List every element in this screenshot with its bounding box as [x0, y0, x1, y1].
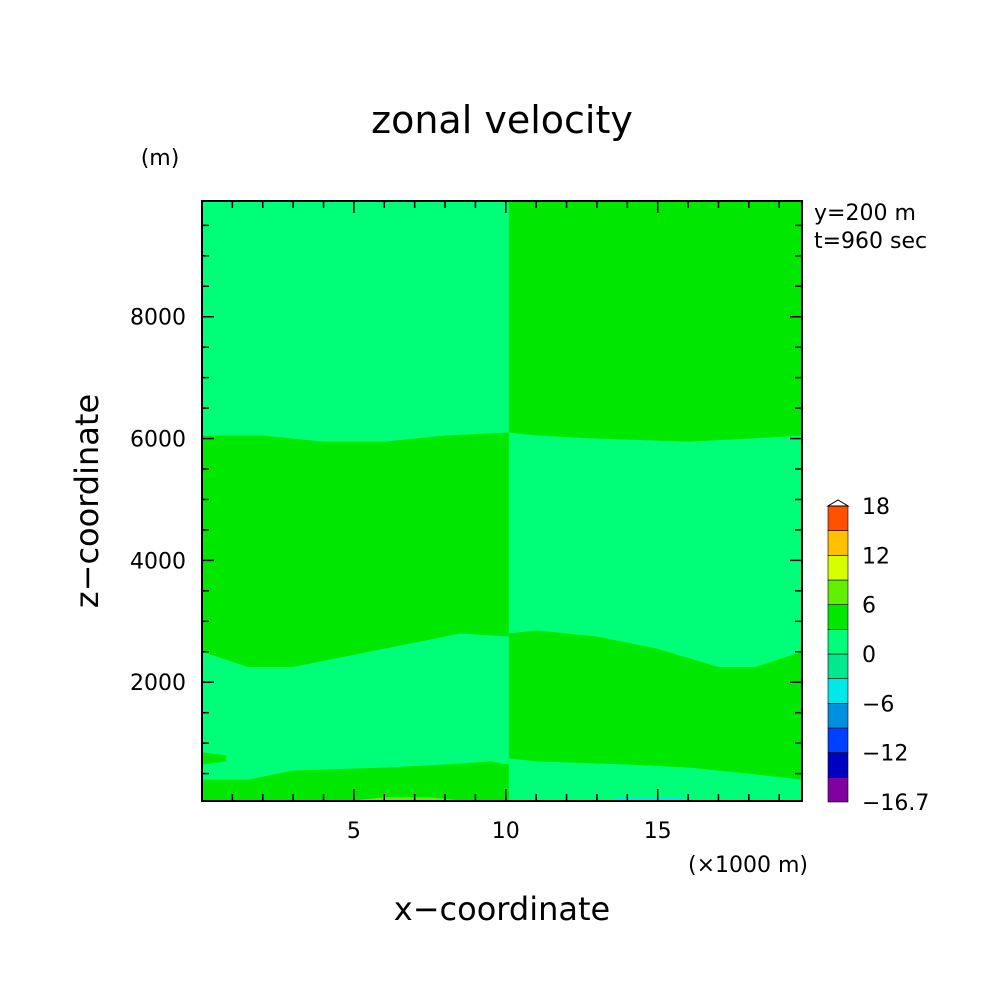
colorbar-label: 0	[862, 643, 876, 668]
colorbar-swatch	[827, 505, 849, 531]
x-tick-label: 15	[644, 819, 672, 844]
colorbar: 18 12 6 0 −6 −12 −16.7	[826, 495, 929, 816]
colorbar-label: 12	[862, 544, 890, 569]
chart-title: zonal velocity	[371, 98, 633, 142]
colorbar-top-cap	[826, 499, 850, 507]
contour-region-band-x-lt-10-z-3-6k	[202, 432, 509, 667]
contour-region-patch-right-edge	[785, 752, 802, 762]
x-tick-label: 10	[492, 819, 520, 844]
y-tick-label: 6000	[130, 428, 186, 453]
colorbar-label: 6	[862, 594, 876, 619]
colorbar-swatch	[827, 653, 849, 679]
y-tick-label: 8000	[130, 306, 186, 331]
annotation-time: t=960 sec	[814, 229, 927, 254]
contour-region-band-x-gt-10-low	[508, 630, 802, 780]
y-axis-ticks: 2000 4000 6000 8000	[130, 224, 802, 775]
contour-region-patch-left-edge	[202, 752, 227, 765]
colorbar-label: −16.7	[862, 791, 929, 816]
x-axis-label: x−coordinate	[394, 890, 610, 928]
annotation-y-position: y=200 m	[814, 201, 916, 226]
plot-frame	[201, 200, 803, 802]
colorbar-swatch	[827, 629, 849, 655]
colorbar-label: 18	[862, 495, 890, 520]
colorbar-swatch	[827, 703, 849, 729]
y-tick-label: 2000	[130, 671, 186, 696]
x-axis-ticks: 5 10 15	[231, 201, 780, 844]
colorbar-swatch	[827, 777, 849, 803]
colorbar-swatch	[827, 678, 849, 704]
colorbar-swatch	[827, 579, 849, 605]
y-axis-label: z−coordinate	[68, 394, 106, 608]
contour-plot-area	[202, 201, 802, 801]
colorbar-swatch	[827, 530, 849, 556]
colorbar-swatch	[827, 604, 849, 630]
colorbar-label: −12	[862, 742, 908, 767]
y-unit-label: (m)	[141, 146, 180, 171]
x-unit-label: (×1000 m)	[688, 853, 808, 878]
contour-region-band-x-gt-10-top	[508, 201, 802, 442]
colorbar-label: −6	[862, 692, 894, 717]
x-tick-label: 5	[347, 819, 361, 844]
colorbar-swatch	[827, 752, 849, 778]
colorbar-swatch	[827, 727, 849, 753]
contour-region-band-bottom-left	[202, 761, 509, 801]
y-tick-label: 4000	[130, 549, 186, 574]
colorbar-swatch	[827, 555, 849, 581]
